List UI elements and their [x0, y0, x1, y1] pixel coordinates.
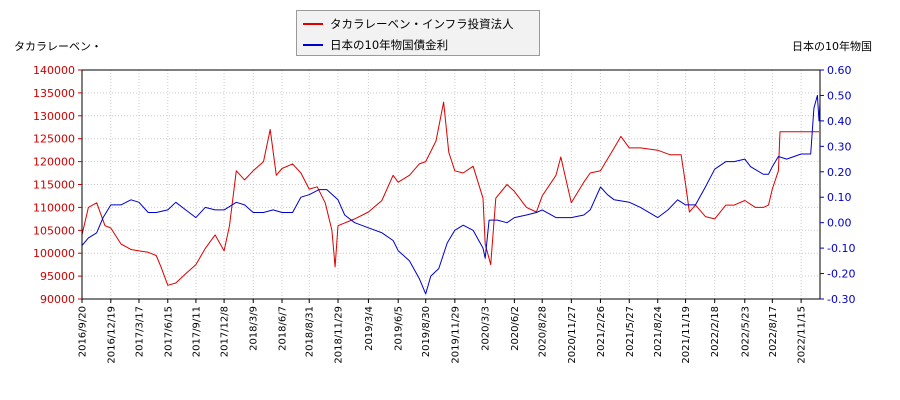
x-tick-label: 2019/6/5 — [394, 306, 405, 351]
x-tick-label: 2021/5/27 — [625, 306, 636, 357]
x-tick-label: 2021/2/26 — [596, 306, 607, 357]
right-axis: -0.30 -0.20 -0.10 0.00 0.10 0.20 0.30 0.40 0.50 0… — [820, 64, 855, 306]
legend-item-series1: タカラレーベン・インフラ投資法人 — [303, 15, 514, 33]
x-tick-label: 2018/3/9 — [249, 306, 260, 351]
right-tick-label: 0.60 — [827, 64, 852, 77]
x-tick-label: 2020/8/28 — [538, 306, 549, 357]
right-tick-label: 0.50 — [827, 89, 852, 102]
x-tick-label: 2017/6/15 — [163, 306, 174, 357]
left-tick-label: 115000 — [33, 179, 75, 192]
legend-swatch-series2 — [303, 44, 323, 46]
x-tick-label: 2020/6/2 — [510, 306, 521, 351]
left-tick-label: 110000 — [33, 201, 75, 214]
legend-swatch-series1 — [303, 23, 323, 25]
right-tick-label: -0.20 — [827, 268, 855, 281]
legend-label-series2: 日本の10年物国債金利 — [330, 38, 449, 52]
right-axis-caption: 日本の10年物国 — [792, 40, 872, 53]
x-tick-label: 2019/3/4 — [364, 306, 375, 351]
right-tick-label: 0.20 — [827, 166, 852, 179]
x-axis: 2016/9/20 2016/12/19 2017/3/17 2017/6/15 201… — [78, 299, 808, 364]
left-axis: 90000 95000 100000 105000 110000 115000 120000… — [33, 64, 82, 306]
left-tick-label: 135000 — [33, 87, 75, 100]
x-tick-label: 2021/8/24 — [653, 306, 664, 357]
x-tick-label: 2018/8/31 — [305, 306, 316, 357]
right-tick-label: 0.40 — [827, 115, 852, 128]
left-tick-label: 100000 — [33, 247, 75, 260]
x-tick-label: 2020/11/27 — [567, 306, 578, 364]
right-tick-label: 0.00 — [827, 217, 852, 230]
x-tick-label: 2016/12/19 — [106, 306, 117, 364]
x-tick-label: 2022/11/15 — [797, 306, 808, 364]
left-tick-label: 130000 — [33, 110, 75, 123]
series-line-takara-leben-infra — [81, 101, 819, 286]
series-layer — [81, 94, 821, 295]
x-tick-label: 2021/11/19 — [681, 306, 692, 364]
x-tick-label: 2017/9/11 — [191, 306, 202, 357]
left-tick-label: 140000 — [33, 64, 75, 77]
grid-lines — [81, 69, 820, 300]
right-tick-label: -0.10 — [827, 242, 855, 255]
legend-label-series1: タカラレーベン・インフラ投資法人 — [330, 17, 514, 31]
left-axis-caption: タカラレーベン・ — [14, 40, 102, 53]
legend: タカラレーベン・インフラ投資法人 日本の10年物国債金利 — [296, 10, 540, 56]
right-tick-label: 0.30 — [827, 140, 852, 153]
right-tick-label: -0.30 — [827, 293, 855, 306]
left-tick-label: 120000 — [33, 156, 75, 169]
x-tick-label: 2020/3/3 — [481, 306, 492, 351]
x-tick-label: 2022/2/18 — [710, 306, 721, 357]
series-line-jgb-10y-yield — [81, 94, 821, 295]
left-tick-label: 95000 — [40, 270, 75, 283]
x-tick-label: 2022/8/17 — [768, 306, 779, 357]
x-tick-label: 2016/9/20 — [78, 306, 89, 357]
x-tick-label: 2019/11/29 — [450, 306, 461, 364]
x-tick-label: 2017/12/8 — [220, 306, 231, 357]
right-tick-label: 0.10 — [827, 191, 852, 204]
x-tick-label: 2018/11/29 — [334, 306, 345, 364]
x-tick-label: 2017/3/17 — [134, 306, 145, 357]
x-tick-label: 2019/8/30 — [421, 306, 432, 357]
x-tick-label: 2018/6/7 — [278, 306, 289, 351]
left-tick-label: 105000 — [33, 224, 75, 237]
left-tick-label: 90000 — [40, 293, 75, 306]
x-tick-label: 2022/5/23 — [740, 306, 751, 357]
left-tick-label: 125000 — [33, 133, 75, 146]
legend-item-series2: 日本の10年物国債金利 — [303, 36, 448, 54]
